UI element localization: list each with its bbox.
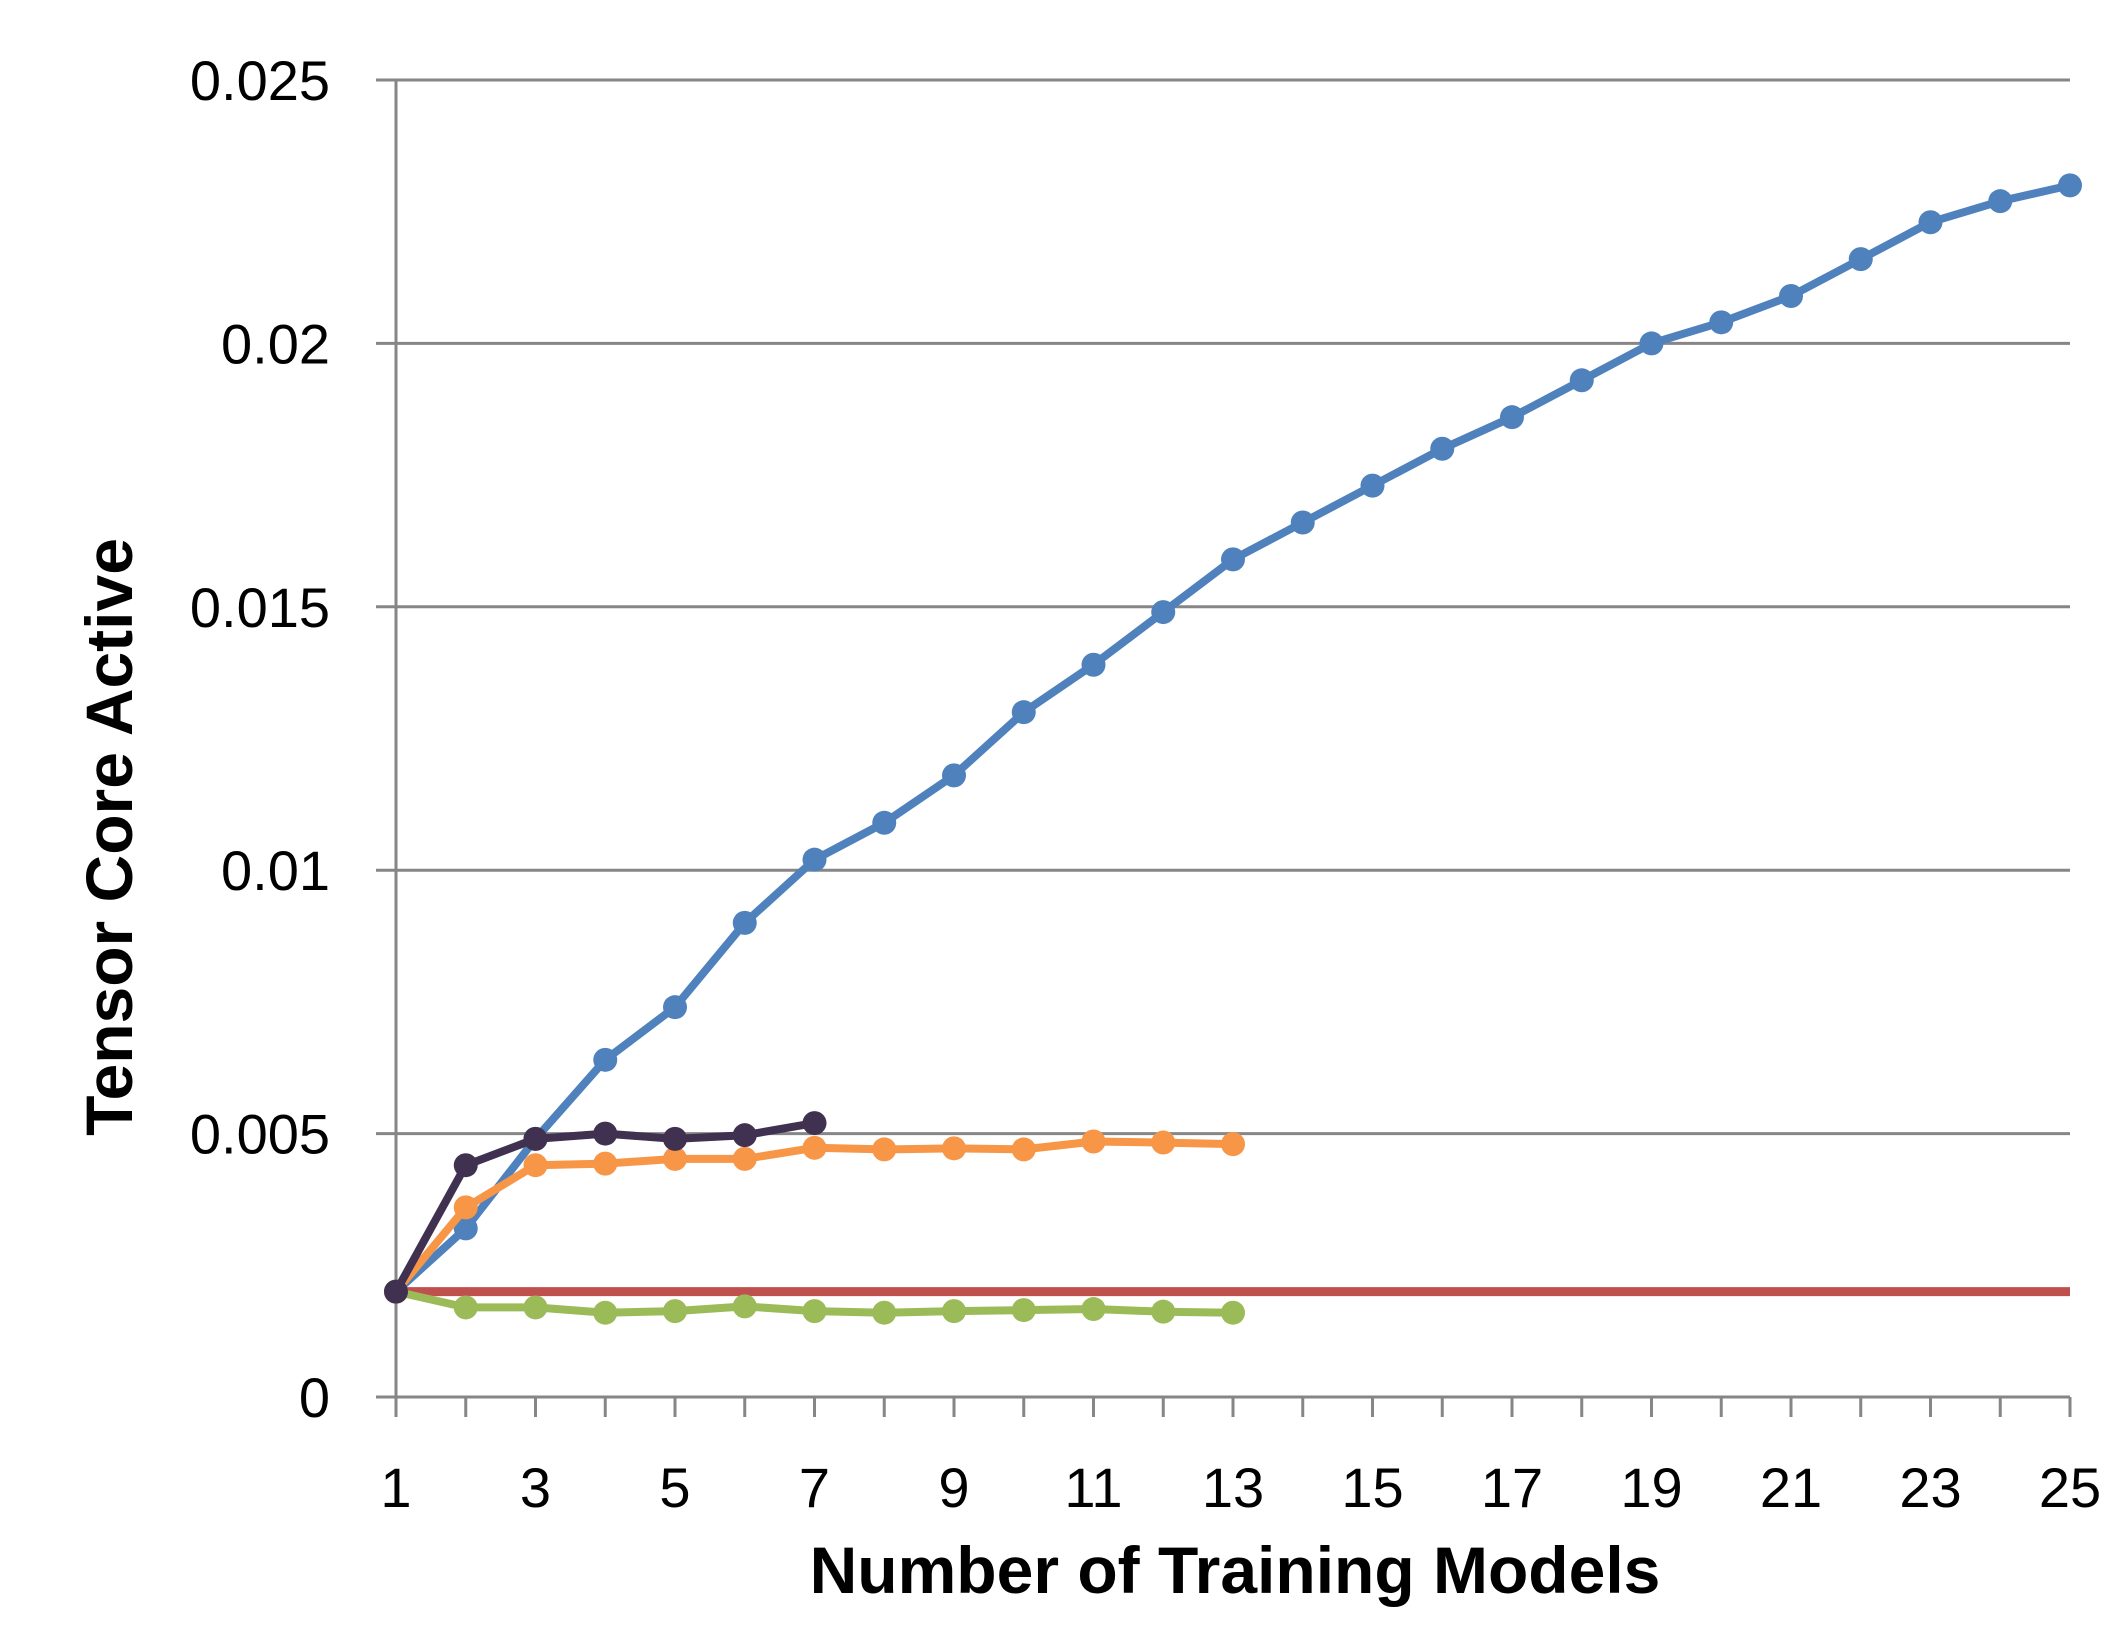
- data-point: [453, 1295, 478, 1320]
- x-tick-label: 19: [1620, 1456, 1682, 1519]
- data-point: [1639, 331, 1664, 356]
- y-tick-label: 0: [299, 1366, 330, 1429]
- x-tick-label: 3: [520, 1456, 551, 1519]
- data-point: [802, 1299, 827, 1324]
- data-point: [1500, 405, 1524, 430]
- x-tick-label: 15: [1341, 1456, 1403, 1519]
- x-axis-title: Number of Training Models: [810, 1533, 1661, 1607]
- data-point: [663, 1299, 687, 1324]
- data-point: [593, 1121, 618, 1146]
- data-point: [1221, 1132, 1245, 1157]
- data-point: [663, 995, 687, 1020]
- data-point: [1430, 436, 1455, 461]
- data-point: [732, 910, 757, 935]
- data-point: [1221, 547, 1245, 572]
- data-point: [2058, 173, 2082, 198]
- data-point: [1011, 1137, 1036, 1162]
- data-point: [1918, 210, 1943, 235]
- data-series: [384, 173, 2082, 1325]
- data-point: [802, 1111, 827, 1136]
- data-point: [1848, 247, 1873, 272]
- data-point: [1221, 1300, 1245, 1325]
- data-point: [663, 1146, 687, 1171]
- data-point: [1011, 700, 1036, 725]
- data-point: [1081, 1297, 1106, 1322]
- data-point: [942, 1299, 966, 1324]
- data-point: [1779, 283, 1803, 308]
- data-point: [523, 1295, 548, 1320]
- y-tick-label: 0.02: [221, 312, 330, 375]
- data-point: [942, 763, 966, 788]
- data-point: [593, 1300, 618, 1325]
- y-tick-label: 0.025: [190, 49, 330, 112]
- y-tick-label: 0.005: [190, 1103, 330, 1166]
- data-point: [1151, 1299, 1176, 1324]
- data-point: [453, 1195, 478, 1220]
- data-point: [1290, 510, 1315, 535]
- x-tick-label: 1: [380, 1456, 411, 1519]
- data-point: [732, 1146, 757, 1171]
- data-point: [1709, 310, 1734, 335]
- x-tick-label: 23: [1899, 1456, 1961, 1519]
- x-tick-label: 25: [2039, 1456, 2101, 1519]
- y-tick-label: 0.015: [190, 576, 330, 639]
- data-point: [732, 1294, 757, 1319]
- x-tick-label: 11: [1064, 1456, 1122, 1519]
- data-point: [523, 1126, 548, 1151]
- y-tick-label: 0.01: [221, 839, 330, 902]
- data-point: [453, 1216, 478, 1241]
- data-point: [1081, 652, 1106, 677]
- x-tick-label: 5: [659, 1456, 690, 1519]
- data-point: [1081, 1129, 1106, 1154]
- y-axis-title: Tensor Core Active: [72, 538, 146, 1136]
- data-point: [1151, 600, 1176, 625]
- x-tick-label: 17: [1481, 1456, 1543, 1519]
- data-point: [1151, 1130, 1176, 1155]
- series-line-4: [392, 1137, 1234, 1295]
- data-point: [453, 1153, 478, 1178]
- data-point: [872, 1300, 897, 1325]
- series-line-1: [393, 181, 2071, 1295]
- axes: [376, 78, 2072, 1417]
- data-point: [593, 1047, 618, 1072]
- data-point: [942, 1136, 966, 1161]
- data-point: [732, 1123, 757, 1148]
- data-point: [593, 1151, 618, 1176]
- data-point: [1360, 473, 1385, 498]
- x-tick-label: 21: [1760, 1456, 1822, 1519]
- data-point: [523, 1153, 548, 1178]
- data-point: [663, 1126, 687, 1151]
- data-point: [872, 810, 897, 835]
- data-point: [1569, 368, 1594, 393]
- data-point: [802, 847, 827, 872]
- data-point: [1011, 1298, 1036, 1323]
- data-point: [1988, 189, 2013, 214]
- grid-lines: [396, 78, 2070, 1136]
- x-tick-label: 9: [938, 1456, 969, 1519]
- data-point: [802, 1135, 827, 1160]
- x-tick-label: 7: [799, 1456, 830, 1519]
- x-tick-label: 13: [1202, 1456, 1264, 1519]
- data-point: [872, 1137, 897, 1162]
- data-point: [384, 1279, 408, 1304]
